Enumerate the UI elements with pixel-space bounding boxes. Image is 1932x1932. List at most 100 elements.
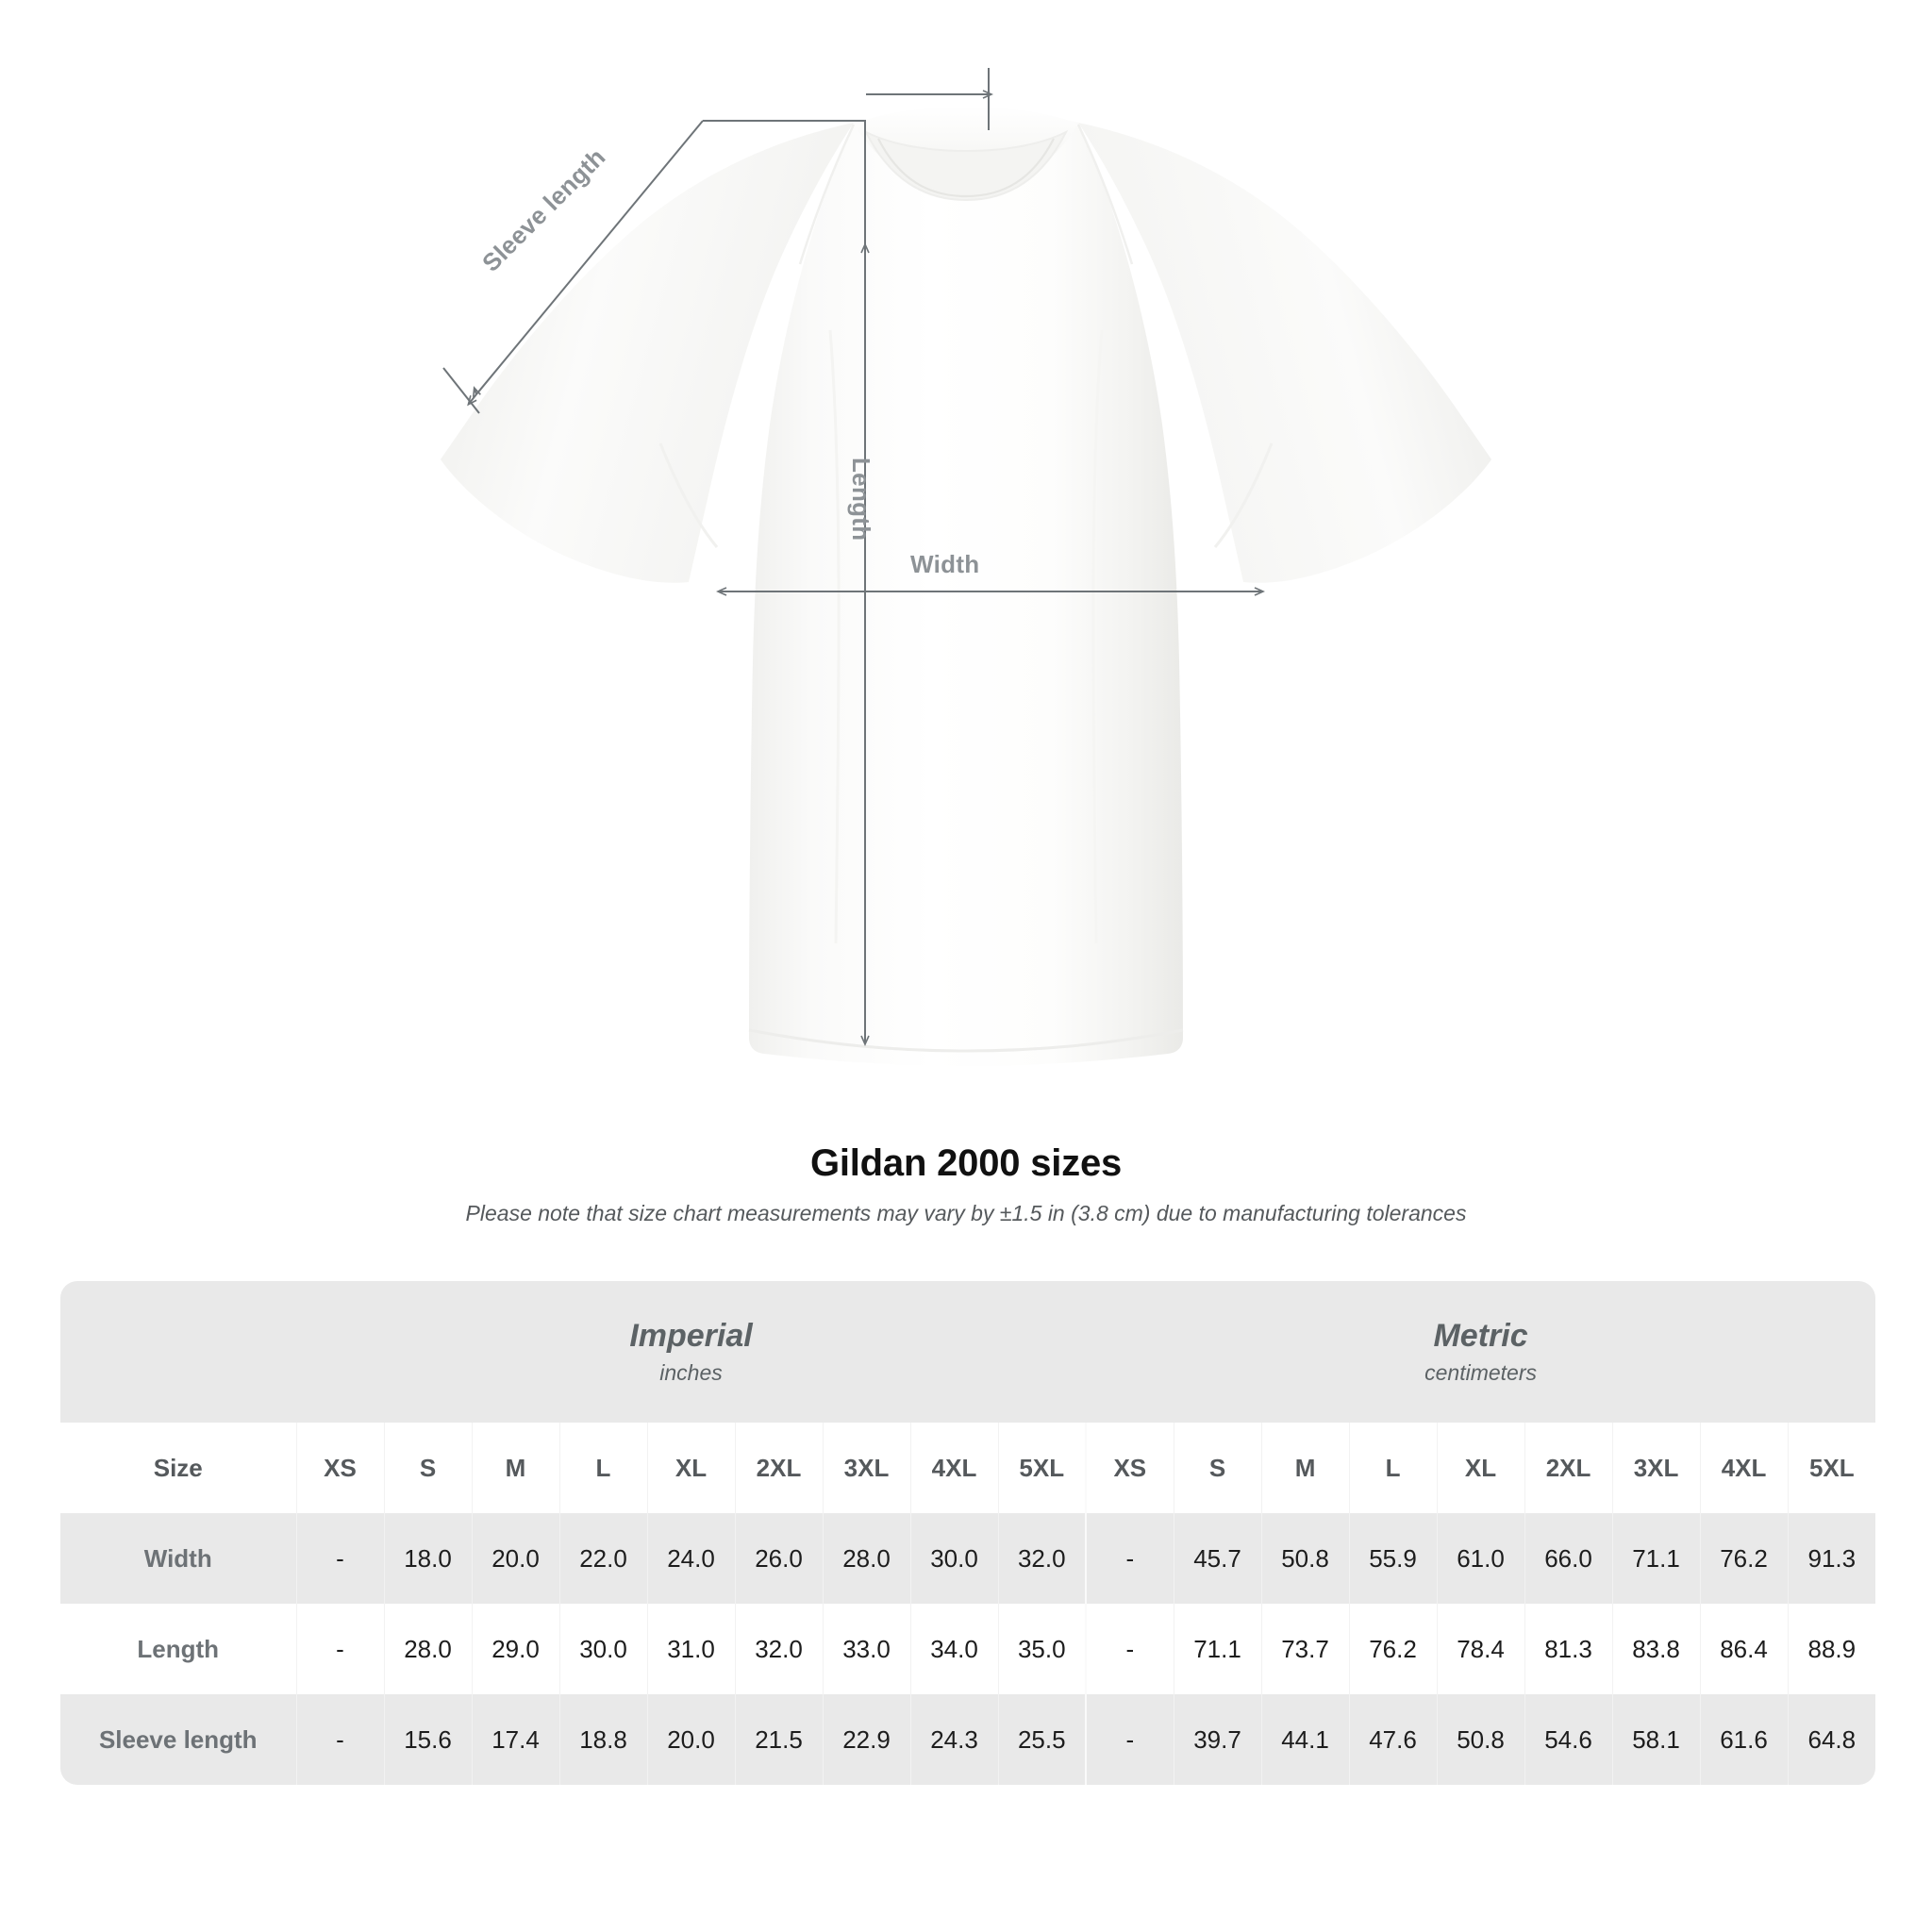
length-metric-l: 76.2 — [1348, 1604, 1438, 1694]
width-metric-4xl: 76.2 — [1699, 1513, 1789, 1604]
length-imperial-xs: - — [295, 1604, 384, 1694]
size-header-imperial-3xl: 3XL — [822, 1423, 910, 1513]
size-header-metric-5xl: 5XL — [1787, 1423, 1876, 1513]
width-metric-s: 45.7 — [1173, 1513, 1262, 1604]
sleeve-imperial-m: 17.4 — [471, 1694, 559, 1785]
length-metric-xl: 78.4 — [1436, 1604, 1525, 1694]
width-imperial-xl: 24.0 — [646, 1513, 735, 1604]
size-header-metric-xs: XS — [1085, 1423, 1174, 1513]
tshirt-illustration — [441, 68, 1491, 1066]
size-chart-table: Imperial inches Metric centimeters Size … — [60, 1281, 1876, 1785]
sleeve-metric-m: 44.1 — [1260, 1694, 1350, 1785]
sleeve-imperial-5xl: 25.5 — [997, 1694, 1087, 1785]
imperial-name: Imperial — [629, 1317, 753, 1354]
size-header-imperial-s: S — [383, 1423, 472, 1513]
size-row-label: Size — [60, 1423, 296, 1513]
size-header-metric-4xl: 4XL — [1699, 1423, 1789, 1513]
tshirt-measurement-diagram: Sleeve length Length Width — [441, 68, 1491, 1066]
width-metric-xs: - — [1085, 1513, 1174, 1604]
width-metric-l: 55.9 — [1348, 1513, 1438, 1604]
sleeve-imperial-4xl: 24.3 — [909, 1694, 998, 1785]
table-row-length: Length - 28.0 29.0 30.0 31.0 32.0 33.0 3… — [60, 1604, 1876, 1694]
length-metric-4xl: 86.4 — [1699, 1604, 1789, 1694]
size-header-imperial-l: L — [558, 1423, 647, 1513]
length-imperial-s: 28.0 — [383, 1604, 472, 1694]
size-header-imperial-m: M — [471, 1423, 559, 1513]
metric-unit: centimeters — [1424, 1360, 1537, 1386]
length-metric-2xl: 81.3 — [1524, 1604, 1613, 1694]
width-metric-2xl: 66.0 — [1524, 1513, 1613, 1604]
sleeve-metric-s: 39.7 — [1173, 1694, 1262, 1785]
tolerance-note: Please note that size chart measurements… — [465, 1201, 1467, 1225]
size-header-metric-m: M — [1260, 1423, 1350, 1513]
width-metric-xl: 61.0 — [1436, 1513, 1525, 1604]
length-imperial-xl: 31.0 — [646, 1604, 735, 1694]
width-imperial-s: 18.0 — [383, 1513, 472, 1604]
chart-heading-block: Gildan 2000 sizes Please note that size … — [0, 1141, 1932, 1226]
size-header-imperial-2xl: 2XL — [734, 1423, 823, 1513]
tshirt-garment — [441, 107, 1491, 1066]
row-label-sleeve-length: Sleeve length — [60, 1694, 296, 1785]
sleeve-metric-5xl: 64.8 — [1787, 1694, 1876, 1785]
width-imperial-5xl: 32.0 — [997, 1513, 1087, 1604]
size-header-metric-l: L — [1348, 1423, 1438, 1513]
length-label: Length — [847, 458, 875, 541]
unit-system-header-row: Imperial inches Metric centimeters — [60, 1281, 1876, 1423]
size-header-metric-3xl: 3XL — [1611, 1423, 1701, 1513]
width-imperial-xs: - — [295, 1513, 384, 1604]
length-imperial-l: 30.0 — [558, 1604, 647, 1694]
sleeve-metric-xl: 50.8 — [1436, 1694, 1525, 1785]
table-row-sleeve-length: Sleeve length - 15.6 17.4 18.8 20.0 21.5… — [60, 1694, 1876, 1785]
size-header-imperial-xs: XS — [295, 1423, 384, 1513]
table-row-width: Width - 18.0 20.0 22.0 24.0 26.0 28.0 30… — [60, 1513, 1876, 1604]
width-label: Width — [910, 550, 980, 578]
size-header-imperial-4xl: 4XL — [909, 1423, 998, 1513]
length-metric-3xl: 83.8 — [1611, 1604, 1701, 1694]
row-label-length: Length — [60, 1604, 296, 1694]
sleeve-imperial-2xl: 21.5 — [734, 1694, 823, 1785]
imperial-unit: inches — [659, 1360, 723, 1386]
size-header-imperial-xl: XL — [646, 1423, 735, 1513]
length-metric-5xl: 88.9 — [1787, 1604, 1876, 1694]
size-header-metric-xl: XL — [1436, 1423, 1525, 1513]
size-header-metric-s: S — [1173, 1423, 1262, 1513]
sleeve-metric-2xl: 54.6 — [1524, 1694, 1613, 1785]
sleeve-imperial-l: 18.8 — [558, 1694, 647, 1785]
length-imperial-3xl: 33.0 — [822, 1604, 910, 1694]
sleeve-metric-4xl: 61.6 — [1699, 1694, 1789, 1785]
length-imperial-4xl: 34.0 — [909, 1604, 998, 1694]
unit-system-metric: Metric centimeters — [1086, 1281, 1876, 1423]
width-imperial-2xl: 26.0 — [734, 1513, 823, 1604]
sleeve-imperial-xl: 20.0 — [646, 1694, 735, 1785]
unit-system-imperial: Imperial inches — [296, 1281, 1087, 1423]
length-metric-m: 73.7 — [1260, 1604, 1350, 1694]
length-metric-xs: - — [1085, 1604, 1174, 1694]
width-imperial-m: 20.0 — [471, 1513, 559, 1604]
size-header-metric-2xl: 2XL — [1524, 1423, 1613, 1513]
sleeve-imperial-xs: - — [295, 1694, 384, 1785]
sleeve-metric-l: 47.6 — [1348, 1694, 1438, 1785]
length-imperial-2xl: 32.0 — [734, 1604, 823, 1694]
size-chart-table-container: Imperial inches Metric centimeters Size … — [60, 1281, 1876, 1785]
sleeve-length-dimension-line — [442, 120, 866, 414]
width-imperial-4xl: 30.0 — [909, 1513, 998, 1604]
width-metric-3xl: 71.1 — [1611, 1513, 1701, 1604]
shoulder-tick-mark — [866, 68, 993, 130]
size-header-row: Size XS S M L XL 2XL 3XL 4XL 5XL XS S M … — [60, 1423, 1876, 1513]
page-title: Gildan 2000 sizes — [809, 1142, 1123, 1184]
sleeve-metric-xs: - — [1085, 1694, 1174, 1785]
width-metric-5xl: 91.3 — [1787, 1513, 1876, 1604]
sleeve-imperial-3xl: 22.9 — [822, 1694, 910, 1785]
length-imperial-m: 29.0 — [471, 1604, 559, 1694]
length-imperial-5xl: 35.0 — [997, 1604, 1087, 1694]
width-imperial-3xl: 28.0 — [822, 1513, 910, 1604]
unit-header-spacer — [60, 1281, 296, 1423]
metric-name: Metric — [1433, 1317, 1528, 1354]
row-label-width: Width — [60, 1513, 296, 1604]
length-metric-s: 71.1 — [1173, 1604, 1262, 1694]
sleeve-imperial-s: 15.6 — [383, 1694, 472, 1785]
sleeve-metric-3xl: 58.1 — [1611, 1694, 1701, 1785]
size-header-imperial-5xl: 5XL — [997, 1423, 1087, 1513]
width-imperial-l: 22.0 — [558, 1513, 647, 1604]
